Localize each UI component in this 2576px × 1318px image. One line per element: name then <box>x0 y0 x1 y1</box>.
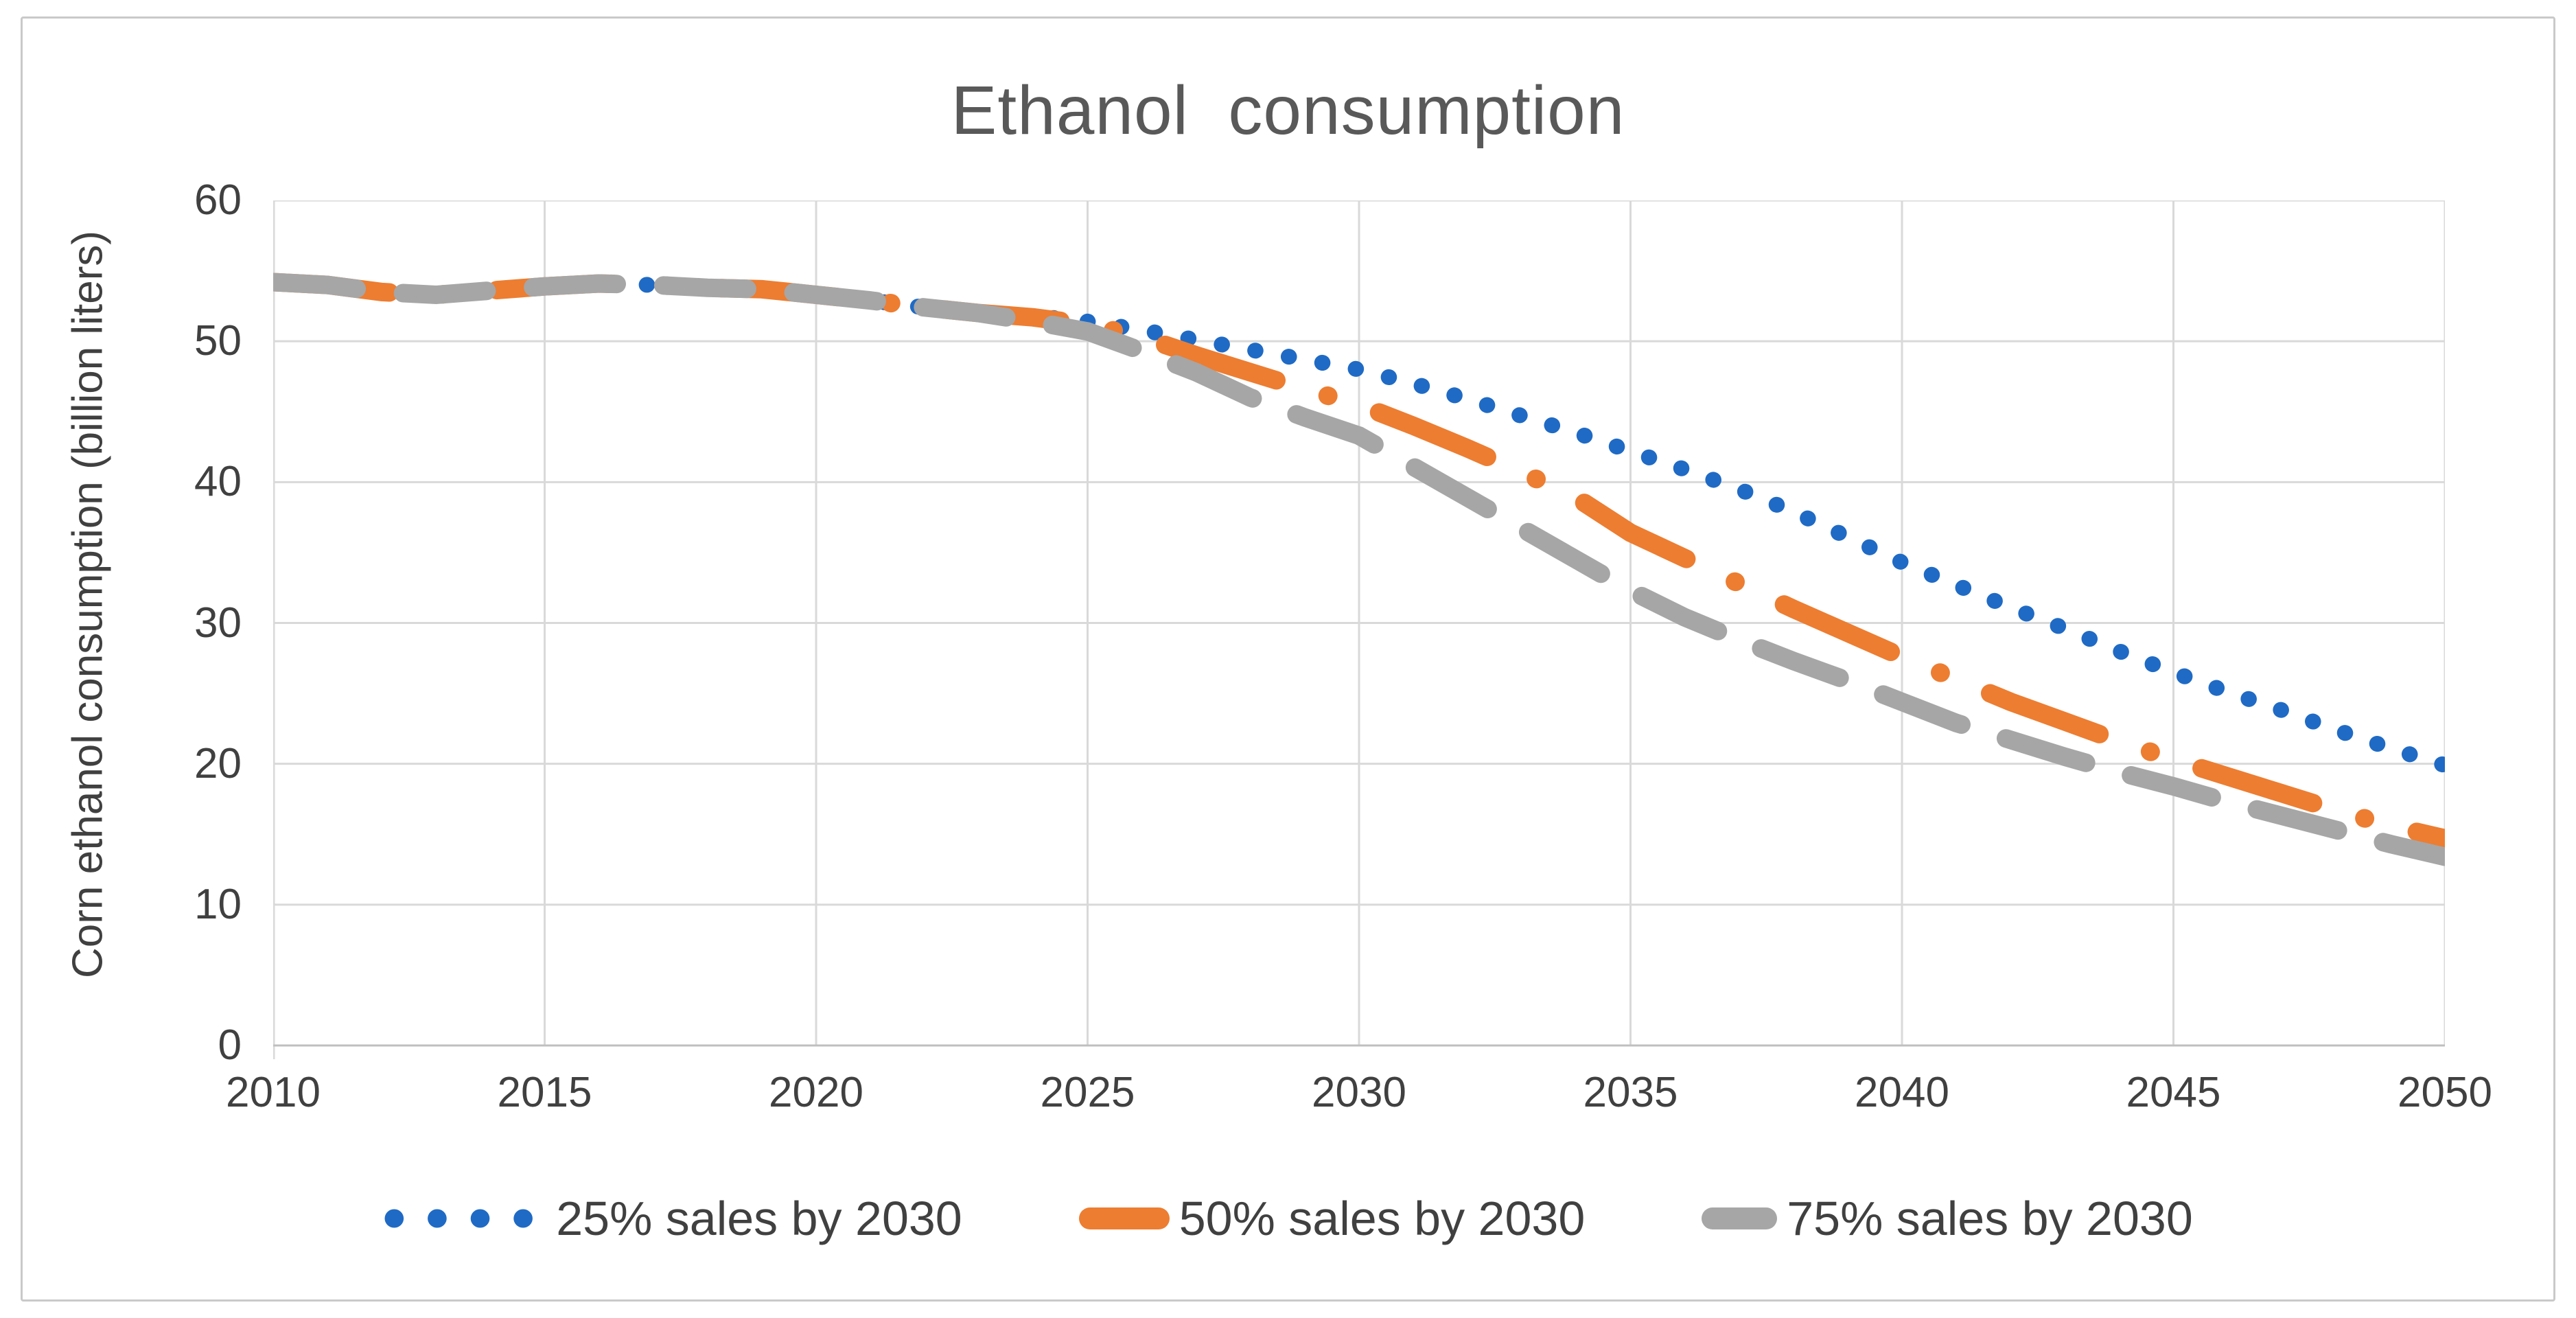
y-tick-label: 20 <box>194 739 242 787</box>
legend: 25% sales by 2030 50% sales by 2030 75% sa… <box>0 1191 2576 1246</box>
y-axis-title: Corn ethanol consumption (billion liters… <box>64 231 112 978</box>
x-tick-label: 2040 <box>1855 1069 1949 1116</box>
legend-marker-dash-dot-icon <box>1078 1207 1170 1229</box>
legend-marker-dotted-icon <box>384 1209 545 1228</box>
x-tick-label: 2030 <box>1312 1069 1406 1116</box>
plot-area <box>273 200 2445 1059</box>
y-tick-label: 30 <box>194 599 242 647</box>
series-line-2 <box>273 273 2445 848</box>
x-tick-label: 2020 <box>769 1069 863 1116</box>
legend-label-2: 50% sales by 2030 <box>1179 1192 1586 1245</box>
y-tick-label: 10 <box>194 880 242 928</box>
legend-label-1: 25% sales by 2030 <box>556 1192 962 1245</box>
series-line-3 <box>273 273 2445 866</box>
x-tick-label: 2045 <box>2126 1069 2221 1116</box>
x-tick-label: 2015 <box>497 1069 592 1116</box>
x-tick-label: 2025 <box>1040 1069 1135 1116</box>
y-tick-label: 60 <box>194 176 242 224</box>
chart-title: Ethanol consumption <box>951 72 1625 149</box>
legend-item-2: 50% sales by 2030 <box>1078 1191 1586 1246</box>
legend-marker-dashed-icon <box>1702 1207 1778 1229</box>
x-tick-label: 2010 <box>226 1069 321 1116</box>
y-tick-label: 40 <box>194 458 242 506</box>
series-line-1 <box>273 274 2445 774</box>
y-tick-label: 50 <box>194 317 242 365</box>
legend-item-3: 75% sales by 2030 <box>1702 1191 2193 1246</box>
y-tick-label: 0 <box>218 1021 242 1069</box>
legend-label-3: 75% sales by 2030 <box>1787 1192 2193 1245</box>
x-tick-label: 2035 <box>1583 1069 1678 1116</box>
x-tick-label: 2050 <box>2398 1069 2492 1116</box>
legend-item-1: 25% sales by 2030 <box>383 1191 962 1246</box>
